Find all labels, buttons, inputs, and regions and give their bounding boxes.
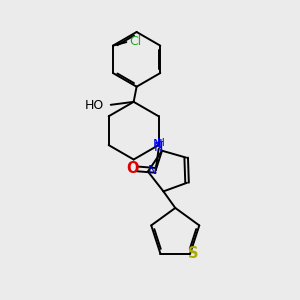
Text: H: H xyxy=(157,138,165,148)
Text: O: O xyxy=(126,161,139,176)
Text: N: N xyxy=(148,164,157,177)
Text: Cl: Cl xyxy=(129,35,142,48)
Text: HO: HO xyxy=(85,99,104,112)
Text: N: N xyxy=(153,141,163,154)
Text: N: N xyxy=(152,138,162,151)
Text: S: S xyxy=(188,246,198,261)
